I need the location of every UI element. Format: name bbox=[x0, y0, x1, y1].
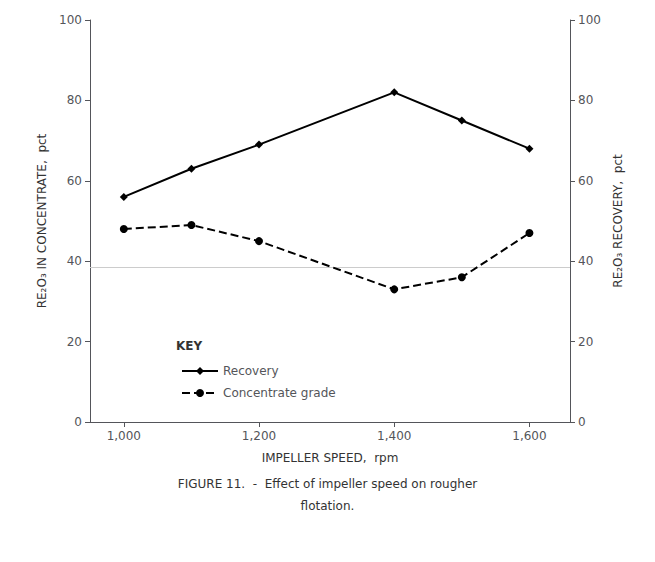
svg-text:60: 60 bbox=[578, 174, 593, 188]
svg-text:IMPELLER SPEED, rpm: IMPELLER SPEED, rpm bbox=[262, 451, 399, 465]
svg-text:0: 0 bbox=[578, 415, 586, 429]
svg-text:40: 40 bbox=[578, 254, 593, 268]
svg-text:Recovery: Recovery bbox=[223, 364, 279, 378]
svg-text:Concentrate grade: Concentrate grade bbox=[223, 386, 336, 400]
svg-text:1,600: 1,600 bbox=[512, 429, 546, 443]
svg-text:KEY: KEY bbox=[176, 339, 202, 353]
svg-text:flotation.: flotation. bbox=[301, 499, 355, 513]
svg-text:1,400: 1,400 bbox=[377, 429, 411, 443]
svg-text:FIGURE 11. - Effect of impel: FIGURE 11. - Effect of impeller speed on… bbox=[178, 477, 478, 491]
svg-text:0: 0 bbox=[74, 415, 82, 429]
svg-text:80: 80 bbox=[578, 93, 593, 107]
svg-text:100: 100 bbox=[59, 13, 82, 27]
svg-text:60: 60 bbox=[67, 174, 82, 188]
svg-text:20: 20 bbox=[67, 335, 82, 349]
svg-text:40: 40 bbox=[67, 254, 82, 268]
svg-text:RE₂O₃ IN CONCENTRATE, pct: RE₂O₃ IN CONCENTRATE, pct bbox=[35, 133, 49, 308]
svg-text:RE₂O₃ RECOVERY, pct: RE₂O₃ RECOVERY, pct bbox=[611, 154, 625, 288]
svg-text:1,000: 1,000 bbox=[107, 429, 141, 443]
svg-text:100: 100 bbox=[578, 13, 601, 27]
svg-text:20: 20 bbox=[578, 335, 593, 349]
svg-text:1,200: 1,200 bbox=[242, 429, 276, 443]
svg-text:80: 80 bbox=[67, 93, 82, 107]
